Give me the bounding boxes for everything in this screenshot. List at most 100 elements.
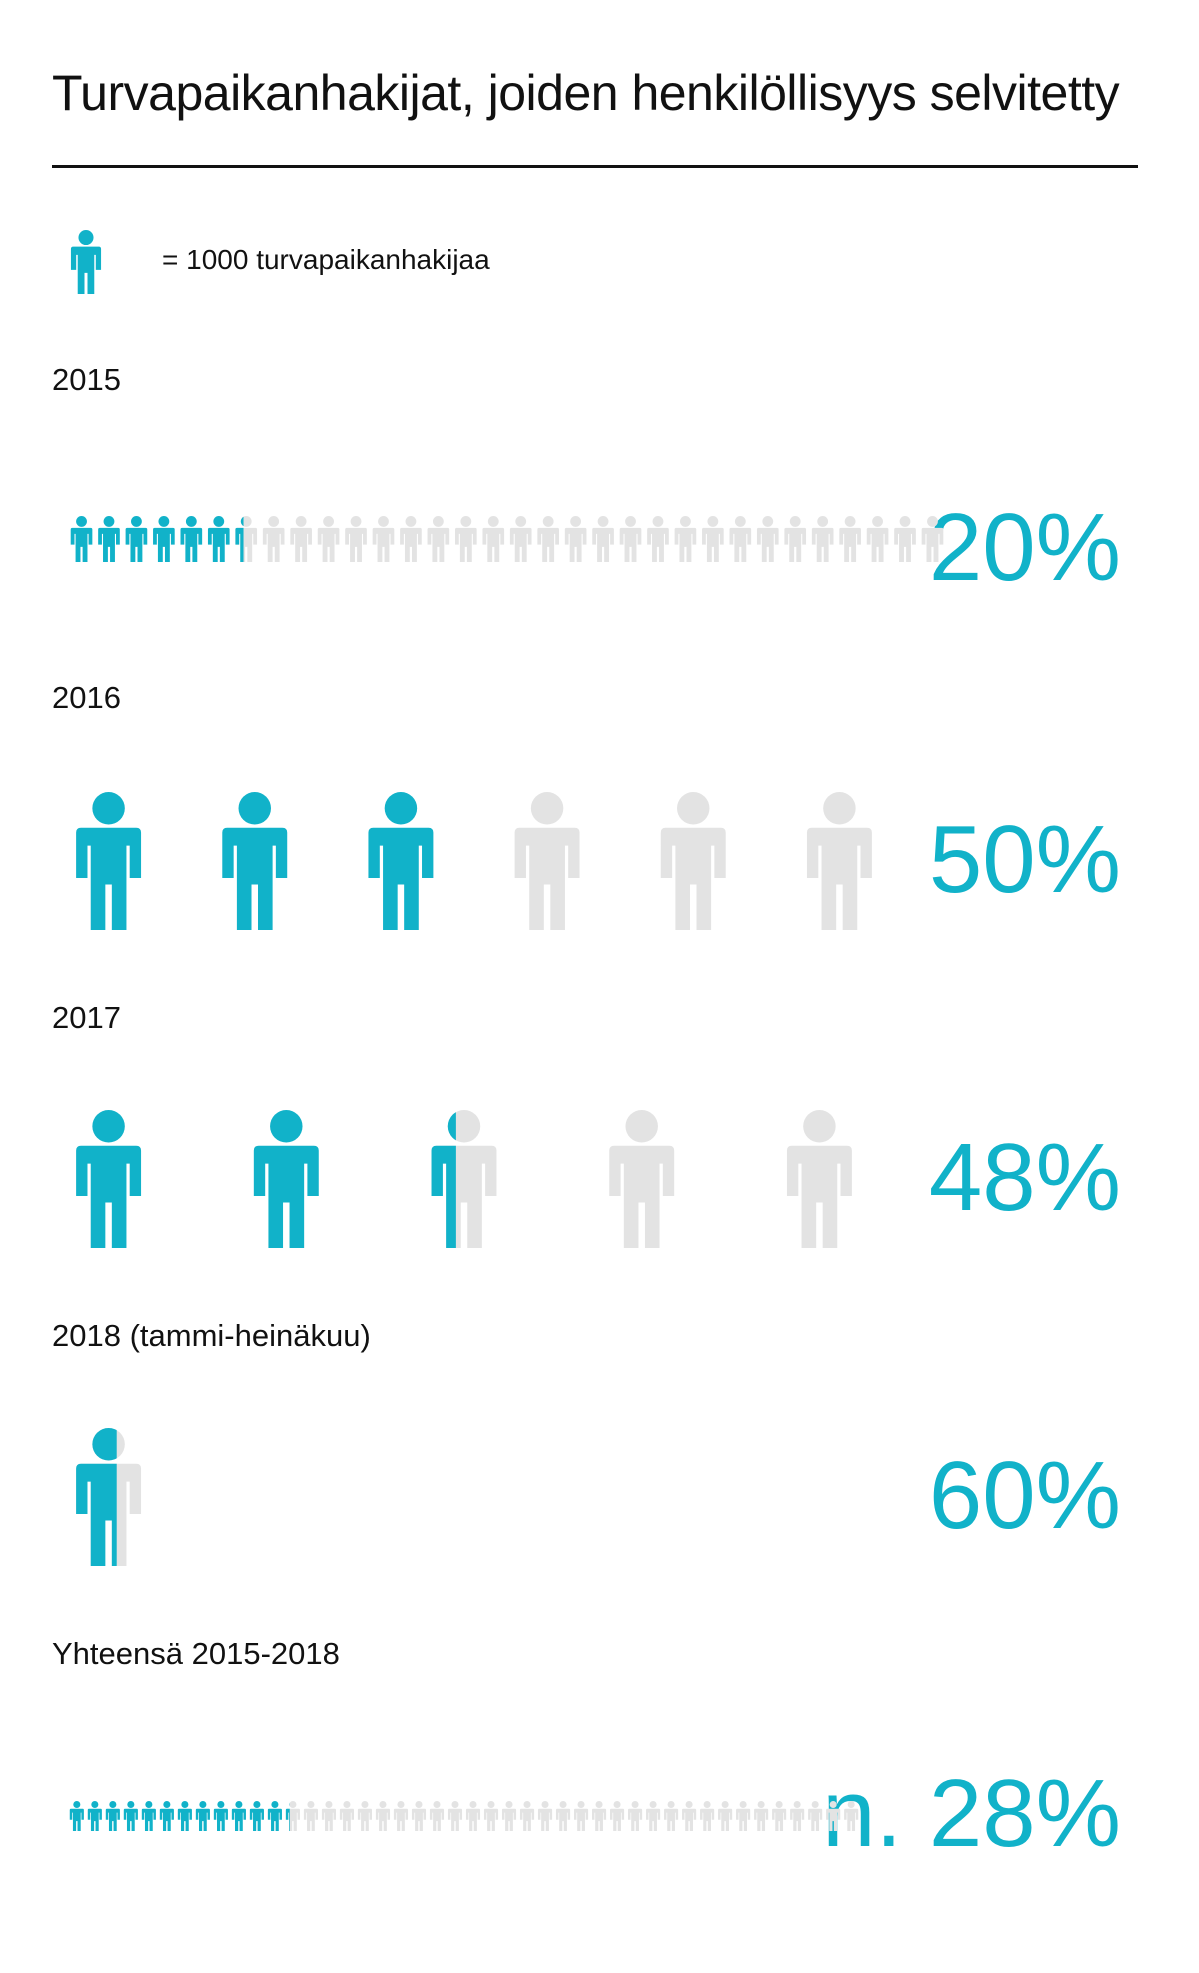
person-icon bbox=[664, 1801, 679, 1831]
person-icon bbox=[501, 1801, 517, 1831]
person-icon bbox=[249, 1801, 264, 1831]
person-icon bbox=[98, 516, 120, 562]
person-icon bbox=[718, 1801, 733, 1831]
person-icon bbox=[153, 516, 175, 562]
person-icon bbox=[537, 1801, 553, 1831]
person-icon bbox=[303, 1801, 318, 1831]
person-icon bbox=[393, 1801, 409, 1831]
person-icon bbox=[235, 516, 258, 562]
person-icon bbox=[375, 1801, 391, 1831]
person-icon bbox=[555, 1801, 571, 1831]
person-icon bbox=[87, 1801, 102, 1831]
person-icon bbox=[619, 516, 642, 562]
person-icon bbox=[267, 1801, 282, 1831]
person-icon bbox=[646, 1801, 661, 1831]
person-icon bbox=[811, 516, 834, 562]
person-icon bbox=[921, 516, 944, 562]
person-icon bbox=[483, 1801, 499, 1831]
person-icon bbox=[372, 516, 395, 562]
person-icon bbox=[69, 1801, 84, 1831]
person-icon bbox=[509, 516, 532, 562]
person-icon bbox=[429, 1801, 445, 1831]
pictogram-row-3 bbox=[76, 1428, 142, 1567]
person-icon bbox=[125, 516, 148, 562]
person-icon bbox=[592, 516, 614, 562]
person-icon bbox=[537, 516, 559, 562]
percent-2017: 48% bbox=[928, 1124, 1121, 1231]
percent-2018: 60% bbox=[928, 1442, 1121, 1549]
person-icon bbox=[70, 516, 93, 562]
pictogram-row-0 bbox=[70, 516, 944, 562]
section-label-2017: 2017 bbox=[52, 1000, 121, 1035]
person-icon bbox=[702, 516, 724, 562]
person-icon bbox=[592, 1801, 607, 1831]
person-icon bbox=[177, 1801, 192, 1831]
person-icon bbox=[195, 1801, 210, 1831]
person-icon bbox=[222, 792, 288, 930]
person-icon bbox=[756, 516, 779, 562]
percent-total: n. 28% bbox=[822, 1760, 1121, 1867]
person-icon bbox=[754, 1801, 769, 1831]
person-icon bbox=[564, 516, 587, 562]
person-icon bbox=[285, 1801, 300, 1832]
person-icon bbox=[213, 1801, 228, 1831]
person-icon bbox=[674, 516, 697, 562]
chart-title: Turvapaikanhakijat, joiden henkilöllisyy… bbox=[52, 65, 1120, 121]
person-icon bbox=[826, 1801, 841, 1831]
section-label-2016: 2016 bbox=[52, 680, 121, 715]
person-icon bbox=[610, 1801, 625, 1831]
person-icon bbox=[736, 1801, 751, 1831]
person-icon bbox=[455, 516, 477, 562]
person-icon bbox=[784, 516, 807, 562]
section-label-2015: 2015 bbox=[52, 362, 121, 397]
person-icon bbox=[573, 1801, 589, 1831]
person-icon bbox=[866, 516, 889, 562]
person-icon bbox=[180, 516, 203, 562]
person-icon bbox=[519, 1801, 535, 1831]
person-icon bbox=[253, 1110, 319, 1248]
person-icon bbox=[609, 1110, 675, 1248]
person-icon bbox=[447, 1801, 463, 1831]
percent-2015: 20% bbox=[928, 494, 1121, 601]
person-icon bbox=[345, 516, 367, 562]
person-icon bbox=[317, 516, 340, 562]
person-icon bbox=[231, 1801, 246, 1831]
person-icon bbox=[729, 516, 752, 562]
person-icon bbox=[465, 1801, 481, 1831]
person-icon bbox=[339, 1801, 355, 1831]
pictogram-row-1 bbox=[76, 792, 872, 930]
person-icon bbox=[660, 792, 726, 930]
section-label-total: Yhteensä 2015-2018 bbox=[52, 1636, 340, 1671]
pictogram-row-4 bbox=[69, 1801, 859, 1832]
person-icon bbox=[357, 1801, 373, 1831]
person-icon bbox=[431, 1110, 497, 1249]
person-icon bbox=[682, 1801, 697, 1831]
title-divider bbox=[52, 165, 1138, 168]
person-icon bbox=[482, 516, 505, 562]
person-icon bbox=[806, 792, 872, 930]
percent-2016: 50% bbox=[928, 806, 1121, 913]
person-icon bbox=[76, 792, 142, 930]
person-icon bbox=[207, 516, 230, 562]
person-icon bbox=[262, 516, 285, 562]
pictogram-row-2 bbox=[76, 1110, 852, 1249]
person-icon bbox=[700, 1801, 715, 1831]
person-icon bbox=[647, 516, 669, 562]
person-icon bbox=[514, 792, 580, 930]
person-icon bbox=[411, 1801, 427, 1831]
section-label-2018: 2018 (tammi-heinäkuu) bbox=[52, 1318, 371, 1353]
person-icon bbox=[70, 230, 102, 294]
person-icon bbox=[123, 1801, 138, 1831]
person-icon bbox=[628, 1801, 643, 1831]
person-icon bbox=[105, 1801, 120, 1831]
legend-text: = 1000 turvapaikanhakijaa bbox=[162, 244, 490, 275]
person-icon bbox=[786, 1110, 852, 1248]
person-icon bbox=[321, 1801, 336, 1831]
person-icon bbox=[159, 1801, 174, 1831]
person-icon bbox=[894, 516, 916, 562]
person-icon bbox=[844, 1801, 859, 1831]
person-icon bbox=[290, 516, 312, 562]
person-icon bbox=[368, 792, 434, 930]
person-icon bbox=[772, 1801, 787, 1831]
